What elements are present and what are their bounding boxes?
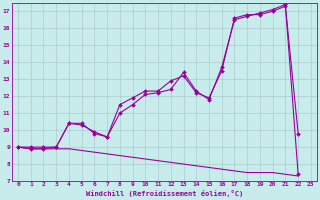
X-axis label: Windchill (Refroidissement éolien,°C): Windchill (Refroidissement éolien,°C) [86,190,243,197]
